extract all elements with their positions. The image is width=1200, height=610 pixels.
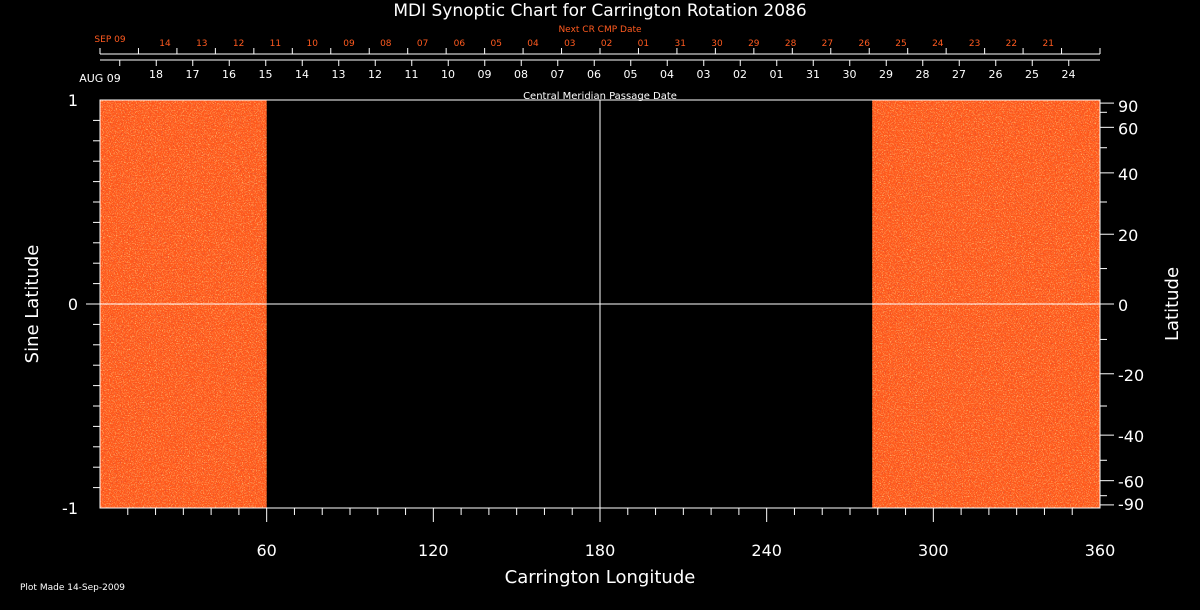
next-axis-day: 08 xyxy=(380,39,392,49)
next-axis-day: 23 xyxy=(969,39,980,49)
chart-title: MDI Synoptic Chart for Carrington Rotati… xyxy=(393,1,806,21)
y-axis-label-left: Sine Latitude xyxy=(22,245,43,364)
top-axis-day: 17 xyxy=(186,68,200,81)
next-axis-day: 06 xyxy=(454,39,466,49)
next-axis-day: 31 xyxy=(674,39,685,49)
next-axis-day: 30 xyxy=(711,39,723,49)
y-tick-label-right: 0 xyxy=(1118,296,1128,315)
top-axis-day: 04 xyxy=(660,68,674,81)
y-tick-label-right: 40 xyxy=(1118,165,1138,184)
next-axis-day: 03 xyxy=(564,39,575,49)
top-axis-day: 26 xyxy=(989,68,1003,81)
x-tick-label: 60 xyxy=(256,541,276,560)
y-axis-left: -1 0 1 xyxy=(62,91,100,518)
top-axis-day: 18 xyxy=(149,68,163,81)
x-tick-label: 300 xyxy=(918,541,949,560)
top-axis-day: 31 xyxy=(806,68,820,81)
next-axis-day: 25 xyxy=(895,39,906,49)
next-axis-day: 09 xyxy=(343,39,355,49)
next-axis-day: 28 xyxy=(785,39,797,49)
top-axis-day: 07 xyxy=(551,68,565,81)
top-axis-day: 02 xyxy=(733,68,747,81)
top-axis-day: 27 xyxy=(952,68,966,81)
top-axis-day: 13 xyxy=(332,68,346,81)
top-axis-day: 25 xyxy=(1025,68,1039,81)
gridlines xyxy=(100,100,1100,508)
x-tick-label: 360 xyxy=(1085,541,1116,560)
top-axis-day: 08 xyxy=(514,68,528,81)
y-tick-label-right: 60 xyxy=(1118,119,1138,138)
next-axis-day: 11 xyxy=(270,39,281,49)
y-tick-label-right: 90 xyxy=(1118,97,1138,116)
next-axis-day: 13 xyxy=(196,39,207,49)
next-axis-day: 07 xyxy=(417,39,428,49)
next-axis-day: 21 xyxy=(1042,39,1053,49)
next-axis-month: SEP 09 xyxy=(94,35,125,45)
top-axis-day: 09 xyxy=(478,68,492,81)
x-tick-label: 180 xyxy=(585,541,616,560)
top-axis-day: 10 xyxy=(441,68,455,81)
y-axis-label-right: Latitude xyxy=(1162,267,1183,341)
y-tick-label-right: -90 xyxy=(1118,495,1144,514)
next-axis-day: 12 xyxy=(233,39,244,49)
next-axis-day: 22 xyxy=(1006,39,1017,49)
next-axis-day: 01 xyxy=(638,39,649,49)
next-axis-label: Next CR CMP Date xyxy=(558,25,642,35)
y-tick-label-right: -40 xyxy=(1118,427,1144,446)
next-axis-day: 14 xyxy=(159,39,171,49)
next-axis-day: 27 xyxy=(822,39,833,49)
top-axis-day: 11 xyxy=(405,68,419,81)
y-tick-label-right: -60 xyxy=(1118,473,1144,492)
top-axis-day: 06 xyxy=(587,68,601,81)
top-axis-label: Central Meridian Passage Date xyxy=(523,91,677,102)
top-axis-day: 28 xyxy=(916,68,930,81)
top-axis-day: 29 xyxy=(879,68,893,81)
top-axis-month: AUG 09 xyxy=(79,72,121,85)
x-tick-label: 120 xyxy=(418,541,449,560)
next-axis-day: 24 xyxy=(932,39,944,49)
x-axis: 60 120 180 240 300 360 xyxy=(127,508,1116,560)
next-axis-day: 04 xyxy=(527,39,539,49)
next-axis-day: 26 xyxy=(858,39,870,49)
top-axis-day: 01 xyxy=(770,68,784,81)
plot-made-footer: Plot Made 14-Sep-2009 xyxy=(20,583,125,593)
cmp-date-axis: 18 17 16 15 14 13 12 11 10 09 08 07 06 05 04 03 02 01 31 30… xyxy=(100,59,1100,81)
y-axis-right: 90 60 40 20 0 -20 -40 -60 -90 xyxy=(1100,97,1144,514)
top-axis-day: 14 xyxy=(295,68,309,81)
next-axis-day: 05 xyxy=(490,39,501,49)
next-axis-day: 10 xyxy=(306,39,318,49)
y-tick-label-left: 0 xyxy=(68,295,78,314)
top-axis-day: 16 xyxy=(222,68,236,81)
top-axis-day: 30 xyxy=(843,68,857,81)
next-axis-day: 29 xyxy=(748,39,760,49)
top-axis-day: 03 xyxy=(697,68,711,81)
top-axis-day: 05 xyxy=(624,68,638,81)
y-tick-label-right: 20 xyxy=(1118,226,1138,245)
top-axis-day: 15 xyxy=(259,68,273,81)
x-tick-label: 240 xyxy=(751,541,782,560)
next-cmp-date-axis: 14 13 12 11 10 09 08 07 06 05 04 03 02 01 31 30 29 28 27 26… xyxy=(99,39,1101,55)
y-tick-label-left: 1 xyxy=(68,91,78,110)
top-axis-day: 24 xyxy=(1062,68,1076,81)
y-tick-label-left: -1 xyxy=(62,499,78,518)
x-axis-label: Carrington Longitude xyxy=(505,567,696,588)
next-axis-day: 02 xyxy=(601,39,612,49)
top-axis-day: 12 xyxy=(368,68,382,81)
y-tick-label-right: -20 xyxy=(1118,366,1144,385)
